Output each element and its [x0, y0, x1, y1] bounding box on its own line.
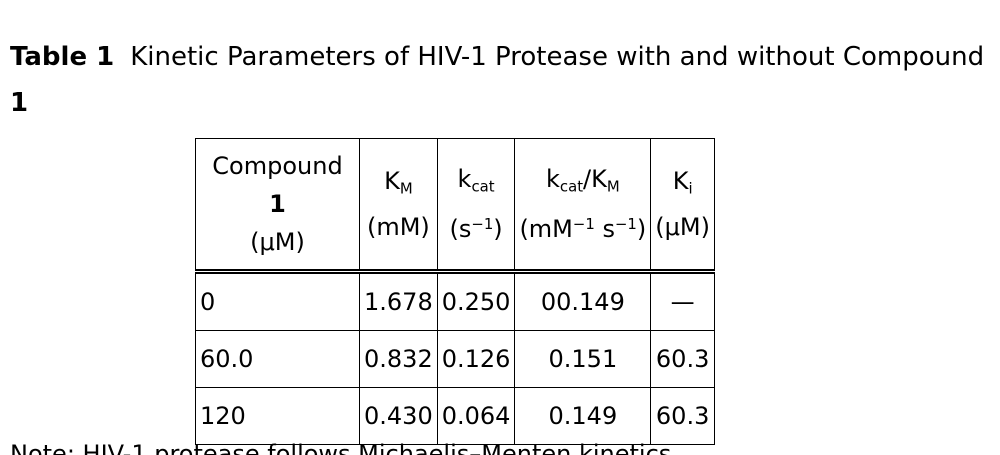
text-segment: (mM: [519, 215, 573, 244]
header-line: kcat: [442, 160, 511, 205]
text-segment: cat: [559, 177, 584, 196]
header-line: (mM−1 s−1): [519, 205, 646, 248]
table-row: 120 0.430 0.064 0.149 60.3: [195, 387, 715, 445]
text-segment: (μM): [250, 228, 305, 256]
text-segment: 1: [10, 88, 29, 118]
text-segment: (μM): [655, 212, 710, 241]
table-cell: 120: [195, 387, 360, 445]
table-body: 0 1.678 0.250 00.149—60.0 0.832 0.126 0.151 60.…: [195, 271, 715, 445]
header-cell: kcat (s−1): [436, 138, 516, 272]
header-cell: kcat/KM (mM−1 s−1): [514, 138, 652, 272]
table-head: Compound 1 (μM) KM (mM) kcat (s−1) kcat/KM (mM−1…: [195, 138, 715, 272]
text-segment: cat: [471, 177, 495, 196]
table-cell: 0.149: [514, 387, 652, 445]
text-segment: ): [636, 215, 647, 244]
header-line: Ki: [655, 162, 710, 207]
text-segment: s: [594, 215, 615, 244]
data-table: Compound 1 (μM) KM (mM) kcat (s−1) kcat/KM (mM−1…: [195, 138, 715, 445]
text-segment: K: [384, 167, 400, 196]
text-segment: i: [688, 179, 693, 198]
table-caption: Table 1 Kinetic Parameters of HIV-1 Prote…: [10, 34, 985, 126]
header-line: (μM): [655, 208, 710, 246]
header-row: Compound 1 (μM) KM (mM) kcat (s−1) kcat/KM (mM−1…: [195, 138, 715, 272]
header-line: (mM): [364, 208, 433, 246]
table-cell: 0.151: [514, 330, 652, 388]
text-segment: Kinetic Parameters of HIV-1 Protease wit…: [130, 42, 985, 72]
header-line: KM: [364, 162, 433, 207]
header-cell: KM (mM): [359, 138, 438, 272]
text-segment: Compound: [212, 152, 343, 180]
header-line: 1: [200, 185, 355, 223]
text-segment: (mM): [366, 212, 430, 241]
note: Note: HIV-1 protease follows Michaelis–M…: [10, 440, 672, 455]
table-cell: 0.430: [359, 387, 438, 445]
text-segment: /K: [583, 164, 607, 193]
table-cell: 1.678: [359, 271, 438, 331]
header-cell: Ki (μM): [650, 138, 715, 272]
text-segment: −1: [614, 215, 637, 234]
table-row: 60.0 0.832 0.126 0.151 60.3: [195, 330, 715, 388]
table-cell: 0.064: [436, 387, 516, 445]
header-line: (μM): [200, 223, 355, 261]
table-cell: 00.149: [514, 271, 652, 331]
text-segment: k: [546, 164, 560, 193]
text-segment: ): [493, 215, 503, 244]
text-segment: M: [606, 177, 620, 196]
header-line: (s−1): [442, 205, 511, 248]
table-cell: 60.3: [650, 330, 715, 388]
table-cell: 0.126: [436, 330, 516, 388]
table-cell: 0.832: [359, 330, 438, 388]
text-segment: K: [672, 167, 689, 196]
text-segment: k: [457, 164, 472, 193]
table-cell: 0.250: [436, 271, 516, 331]
table-cell: 60.3: [650, 387, 715, 445]
header-line: Compound: [200, 147, 355, 185]
header-line: kcat/KM: [519, 160, 646, 205]
table-cell: 60.0: [195, 330, 360, 388]
text-segment: (s: [449, 215, 472, 244]
table-cell: —: [650, 271, 715, 331]
text-segment: −1: [572, 215, 595, 234]
text-segment: M: [399, 179, 413, 198]
table-row: 0 1.678 0.250 00.149—: [195, 271, 715, 331]
text-segment: 1: [269, 190, 286, 218]
header-cell: Compound 1 (μM): [195, 138, 360, 272]
table-cell: 0: [195, 271, 360, 331]
text-segment: Table 1: [10, 42, 115, 72]
text-segment: −1: [471, 215, 494, 234]
